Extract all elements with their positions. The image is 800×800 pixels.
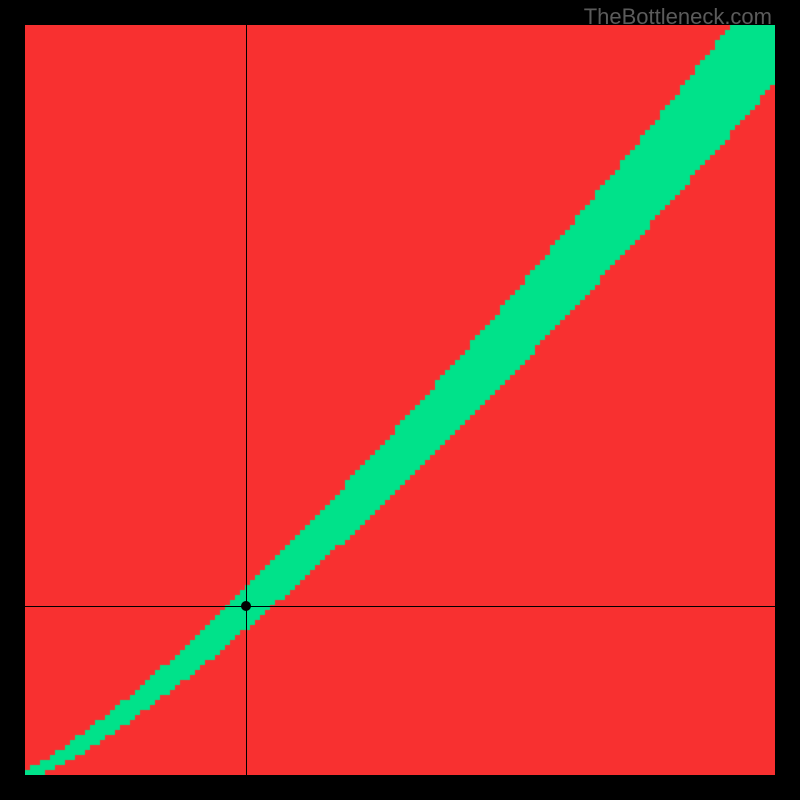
- watermark-text: TheBottleneck.com: [584, 4, 772, 30]
- outer-frame: TheBottleneck.com: [0, 0, 800, 800]
- plot-area: [25, 25, 775, 775]
- marker-dot: [241, 601, 251, 611]
- crosshair-vertical: [246, 25, 247, 775]
- crosshair-horizontal: [25, 606, 775, 607]
- heatmap-canvas: [25, 25, 775, 775]
